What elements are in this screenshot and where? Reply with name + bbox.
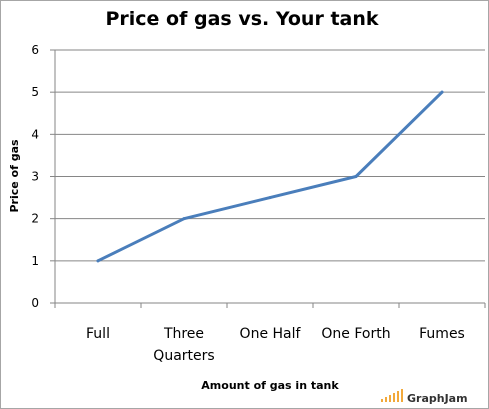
x-axis-title: Amount of gas in tank [201,379,339,392]
ytick-label: 6 [31,43,39,57]
ytick-layer: 0 1 2 3 4 5 6 [31,43,55,310]
xtick-label: Three Quarters [153,326,214,364]
ytick-label: 2 [31,212,39,226]
xtick-label: Full [86,326,110,342]
data-point [354,175,358,178]
chart-title: Price of gas vs. Your tank [105,8,378,30]
ytick-label: 5 [31,85,39,99]
graphjam-logo: GraphJam [381,389,468,405]
data-point [182,217,186,221]
logo-bar-2 [385,397,387,402]
xtick-label: One Forth [321,326,390,342]
xtick-layer: Full Three Quarters One Half One Forth Fumes [54,303,486,364]
xtick-label-line: Full [86,326,110,342]
xtick-label-line: Fumes [419,326,465,342]
y-axis-title: Price of gas [8,139,21,213]
xtick-label-line: One Forth [321,326,390,342]
xtick-label-line: Three [163,326,204,342]
data-point [440,90,444,94]
xtick-label-line: Quarters [153,348,214,364]
logo-bar-4 [393,393,395,402]
logo-bar-1 [381,399,383,402]
ytick-label: 1 [31,254,39,268]
xtick-label-line: One Half [240,326,302,342]
series-layer [96,90,444,263]
xtick-label: Fumes [419,326,465,342]
ytick-label: 0 [31,296,39,310]
logo-bar-3 [389,395,391,402]
data-point [268,196,272,200]
xtick-label: One Half [240,326,302,342]
logo-bar-5 [397,391,399,402]
logo-bar-6 [401,389,403,402]
ytick-label: 3 [31,170,39,184]
ytick-label: 4 [31,127,39,141]
graphjam-text: GraphJam [407,392,468,405]
grid-layer [55,49,485,262]
data-point [96,259,100,263]
